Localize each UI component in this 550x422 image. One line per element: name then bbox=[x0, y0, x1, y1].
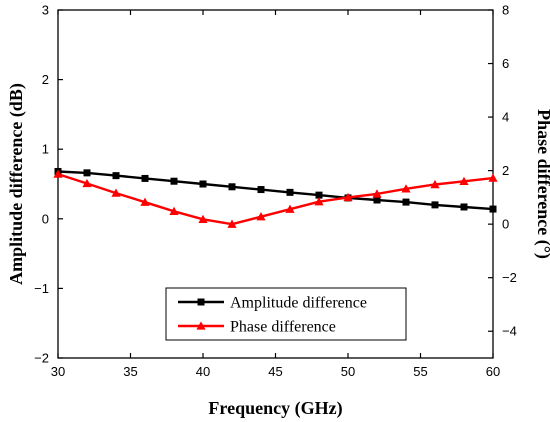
right-y-tick-label: 2 bbox=[502, 163, 509, 178]
data-point bbox=[256, 212, 266, 221]
data-point bbox=[140, 197, 150, 206]
data-point bbox=[488, 173, 498, 182]
data-point bbox=[286, 188, 294, 196]
data-point bbox=[430, 179, 440, 189]
left-y-tick-label: 0 bbox=[42, 211, 49, 226]
x-tick-label: 50 bbox=[341, 364, 355, 379]
series-line bbox=[57, 170, 494, 211]
left-y-tick-label: −2 bbox=[34, 351, 49, 366]
data-point bbox=[83, 169, 91, 177]
x-axis-title: Frequency (GHz) bbox=[208, 398, 342, 419]
series-amplitude-difference bbox=[54, 167, 497, 213]
data-point bbox=[373, 196, 381, 204]
x-tick-label: 30 bbox=[51, 364, 65, 379]
data-point bbox=[228, 183, 236, 191]
left-y-tick-label: −1 bbox=[34, 281, 49, 296]
data-point bbox=[82, 178, 92, 188]
data-point bbox=[372, 189, 382, 198]
x-tick-label: 40 bbox=[196, 364, 210, 379]
data-point bbox=[111, 188, 121, 197]
data-point bbox=[169, 206, 179, 215]
left-y-tick-label: 1 bbox=[42, 142, 49, 157]
data-point bbox=[460, 203, 468, 211]
data-point bbox=[402, 198, 410, 206]
data-point bbox=[489, 205, 497, 213]
right-y-tick-label: 8 bbox=[502, 3, 509, 18]
data-point bbox=[112, 172, 120, 180]
x-tick-label: 55 bbox=[413, 364, 427, 379]
data-point bbox=[141, 174, 149, 182]
left-y-axis-title: Amplitude difference (dB) bbox=[6, 83, 27, 285]
data-point bbox=[227, 219, 237, 228]
left-y-tick-label: 2 bbox=[42, 72, 49, 87]
right-y-tick-label: 6 bbox=[502, 56, 509, 71]
legend-marker bbox=[196, 321, 206, 330]
data-point bbox=[170, 177, 178, 185]
right-y-tick-label: 0 bbox=[502, 217, 509, 232]
data-point bbox=[459, 176, 469, 186]
legend-label: Amplitude difference bbox=[230, 295, 367, 312]
legend-item: Amplitude difference bbox=[178, 295, 367, 312]
series-line bbox=[57, 172, 494, 226]
right-y-tick-label: −4 bbox=[502, 324, 517, 339]
data-point bbox=[285, 204, 295, 213]
data-point bbox=[199, 180, 207, 188]
legend-item: Phase difference bbox=[178, 319, 336, 336]
right-y-axis-title: Phase difference (°) bbox=[533, 109, 550, 259]
legend-label: Phase difference bbox=[230, 319, 336, 336]
x-tick-label: 45 bbox=[268, 364, 282, 379]
data-point bbox=[198, 214, 208, 224]
x-tick-label: 35 bbox=[123, 364, 137, 379]
right-y-tick-label: 4 bbox=[502, 110, 509, 125]
data-point bbox=[431, 201, 439, 209]
data-point bbox=[401, 184, 411, 193]
data-point bbox=[53, 169, 63, 178]
legend-marker bbox=[197, 298, 205, 306]
data-point bbox=[314, 197, 324, 206]
legend-box bbox=[165, 287, 407, 341]
data-point bbox=[257, 186, 265, 194]
left-y-tick-label: 3 bbox=[42, 3, 49, 18]
data-point bbox=[343, 192, 353, 202]
x-tick-label: 60 bbox=[486, 364, 500, 379]
right-y-tick-label: −2 bbox=[502, 270, 517, 285]
series-phase-difference bbox=[53, 169, 498, 228]
data-point bbox=[315, 191, 323, 199]
